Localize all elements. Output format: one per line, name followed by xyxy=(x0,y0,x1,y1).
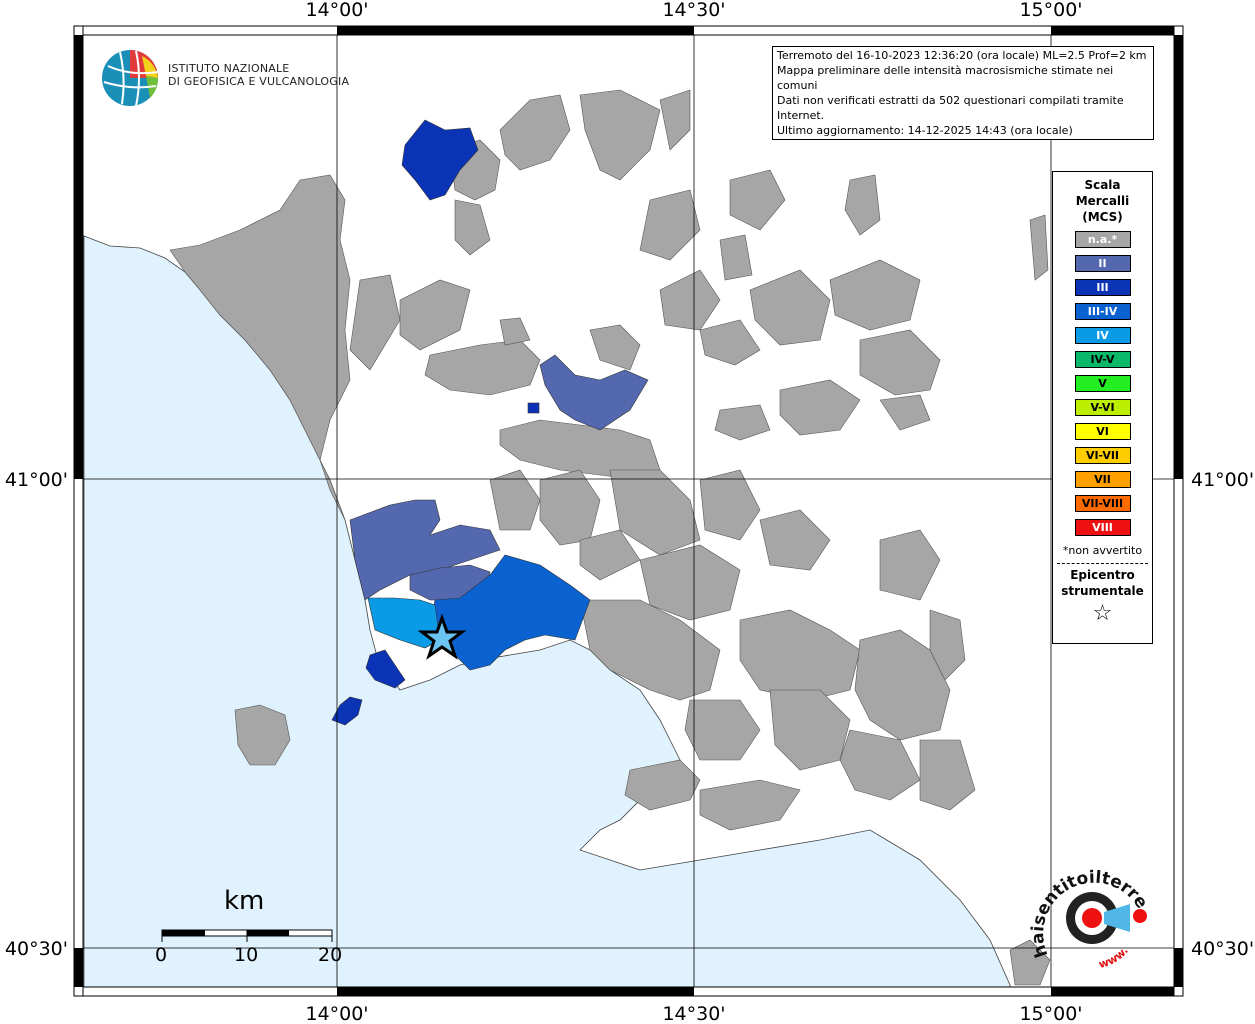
event-info-line4: Ultimo aggiornamento: 14-12-2025 14:43 (… xyxy=(777,124,1073,137)
event-info-box: Terremoto del 16-10-2023 12:36:20 (ora l… xyxy=(772,46,1154,140)
event-info-line2: Mappa preliminare delle intensità macros… xyxy=(777,64,1114,92)
legend-epicenter: Epicentro strumentale xyxy=(1053,567,1152,599)
legend-note: *non avvertito xyxy=(1062,544,1143,557)
scale-unit: km xyxy=(224,886,265,916)
lat-label-left-1: 41°00' xyxy=(5,469,68,491)
ingv-globe-icon xyxy=(102,50,159,107)
scale-bar xyxy=(161,929,333,942)
scale-label-20: 20 xyxy=(318,944,343,966)
legend-title-line3: (MCS) xyxy=(1082,210,1123,224)
hst-badge-icon: haisentitoilterremoto.it www. xyxy=(1030,860,1150,971)
lat-label-right-1: 41°00' xyxy=(1191,469,1254,491)
scale-label-0: 0 xyxy=(155,944,168,966)
lon-label-bottom-2: 14°30' xyxy=(662,1003,725,1024)
legend-swatch: VI xyxy=(1074,423,1131,440)
legend-epicenter-line1: Epicentro xyxy=(1070,568,1135,582)
legend-swatch: V xyxy=(1074,375,1131,392)
area-iii-small xyxy=(527,402,540,414)
legend-items: n.a.* II III III-IV IV IV-V V V-VI VI VI-VII VII VI… xyxy=(1053,231,1152,536)
graticule xyxy=(74,26,1183,996)
legend-swatch: V-VI xyxy=(1074,399,1131,416)
mcs-legend: Scala Mercalli (MCS) n.a.* II III III-IV IV I… xyxy=(1052,171,1153,644)
ingv-name: ISTITUTO NAZIONALE DI GEOFISICA E VULCAN… xyxy=(168,62,349,88)
legend-swatch: III xyxy=(1074,279,1131,296)
lon-label-bottom-1: 14°00' xyxy=(305,1003,368,1024)
lon-label-top-3: 15°00' xyxy=(1019,0,1082,21)
epicenter-star-icon xyxy=(417,613,467,660)
event-info-line3: Dati non verificati estratti da 502 ques… xyxy=(777,94,1124,122)
area-ii-west xyxy=(349,499,501,601)
lat-label-left-2: 40°30' xyxy=(5,938,68,960)
scale-label-10: 10 xyxy=(234,944,259,966)
legend-swatch: n.a.* xyxy=(1074,231,1131,248)
legend-swatch: II xyxy=(1074,255,1131,272)
svg-text:www.: www. xyxy=(1097,944,1131,971)
legend-swatch: VI-VII xyxy=(1074,447,1131,464)
legend-swatch: IV xyxy=(1074,327,1131,344)
legend-title-line2: Mercalli xyxy=(1075,194,1130,208)
legend-epicenter-line2: strumentale xyxy=(1061,584,1144,598)
area-iii-procida xyxy=(331,696,363,726)
map-frame xyxy=(73,25,1184,997)
lat-label-right-2: 40°30' xyxy=(1191,938,1254,960)
area-iii-north xyxy=(401,119,479,201)
legend-separator xyxy=(1057,563,1148,564)
legend-swatch: VII-VIII xyxy=(1074,495,1131,512)
event-info-line1: Terremoto del 16-10-2023 12:36:20 (ora l… xyxy=(777,49,1147,62)
legend-title-line1: Scala xyxy=(1084,178,1121,192)
legend-swatch: III-IV xyxy=(1074,303,1131,320)
legend-star-icon: ☆ xyxy=(1092,601,1113,626)
area-iii-pozzuoli xyxy=(365,649,406,689)
legend-swatch: VIII xyxy=(1074,519,1131,536)
legend-title: Scala Mercalli (MCS) xyxy=(1053,177,1152,225)
lon-label-bottom-3: 15°00' xyxy=(1019,1003,1082,1024)
lon-label-top-2: 14°30' xyxy=(662,0,725,21)
legend-swatch: VII xyxy=(1074,471,1131,488)
ingv-name-line1: ISTITUTO NAZIONALE xyxy=(168,62,290,75)
lon-label-top-1: 14°00' xyxy=(305,0,368,21)
ingv-name-line2: DI GEOFISICA E VULCANOLOGIA xyxy=(168,75,350,88)
hst-badge-text-bottom: www. xyxy=(1097,944,1131,971)
legend-swatch: IV-V xyxy=(1074,351,1131,368)
area-ii-center xyxy=(539,354,649,431)
land-na xyxy=(169,89,1051,986)
